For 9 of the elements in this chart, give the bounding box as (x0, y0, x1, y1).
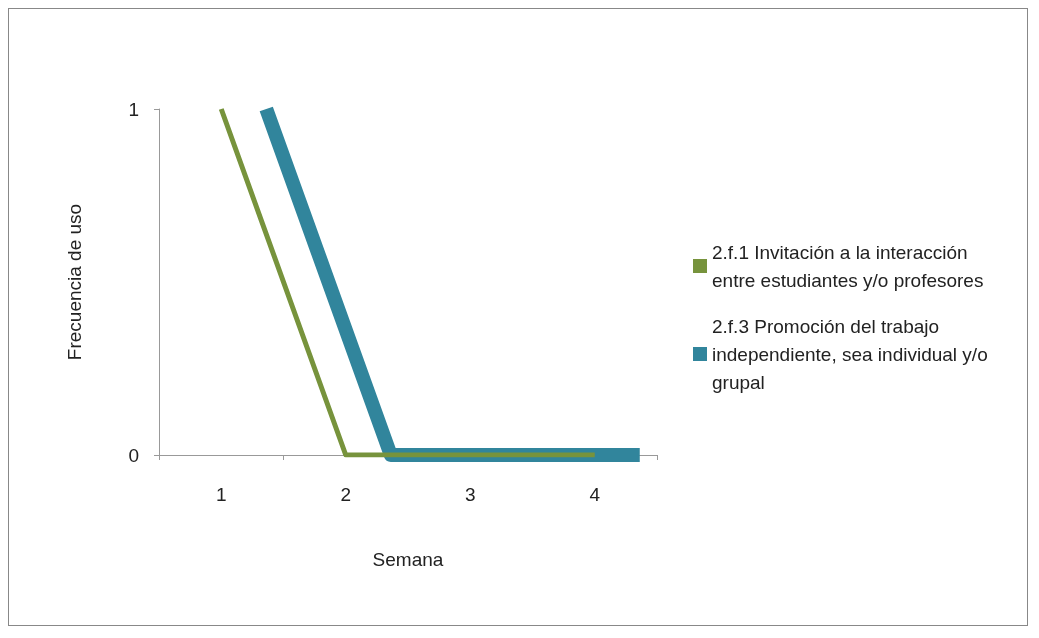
x-tick-label: 4 (589, 484, 601, 505)
x-tick-label: 3 (464, 484, 476, 505)
y-axis-title: Frecuencia de uso (64, 203, 85, 361)
y-tick-label: 0 (128, 444, 139, 466)
legend-label: 2.f.1 Invitación a la interacción entre estudiantes y/o profesores (712, 241, 984, 291)
legend-label: 2.f.3 Promoción del trabajo independiente, sea individual y/o grupal (712, 315, 993, 393)
x-tick-label: 2 (340, 484, 352, 505)
x-axis-title: Semana (372, 549, 444, 570)
x-tick-label: 1 (215, 484, 227, 505)
